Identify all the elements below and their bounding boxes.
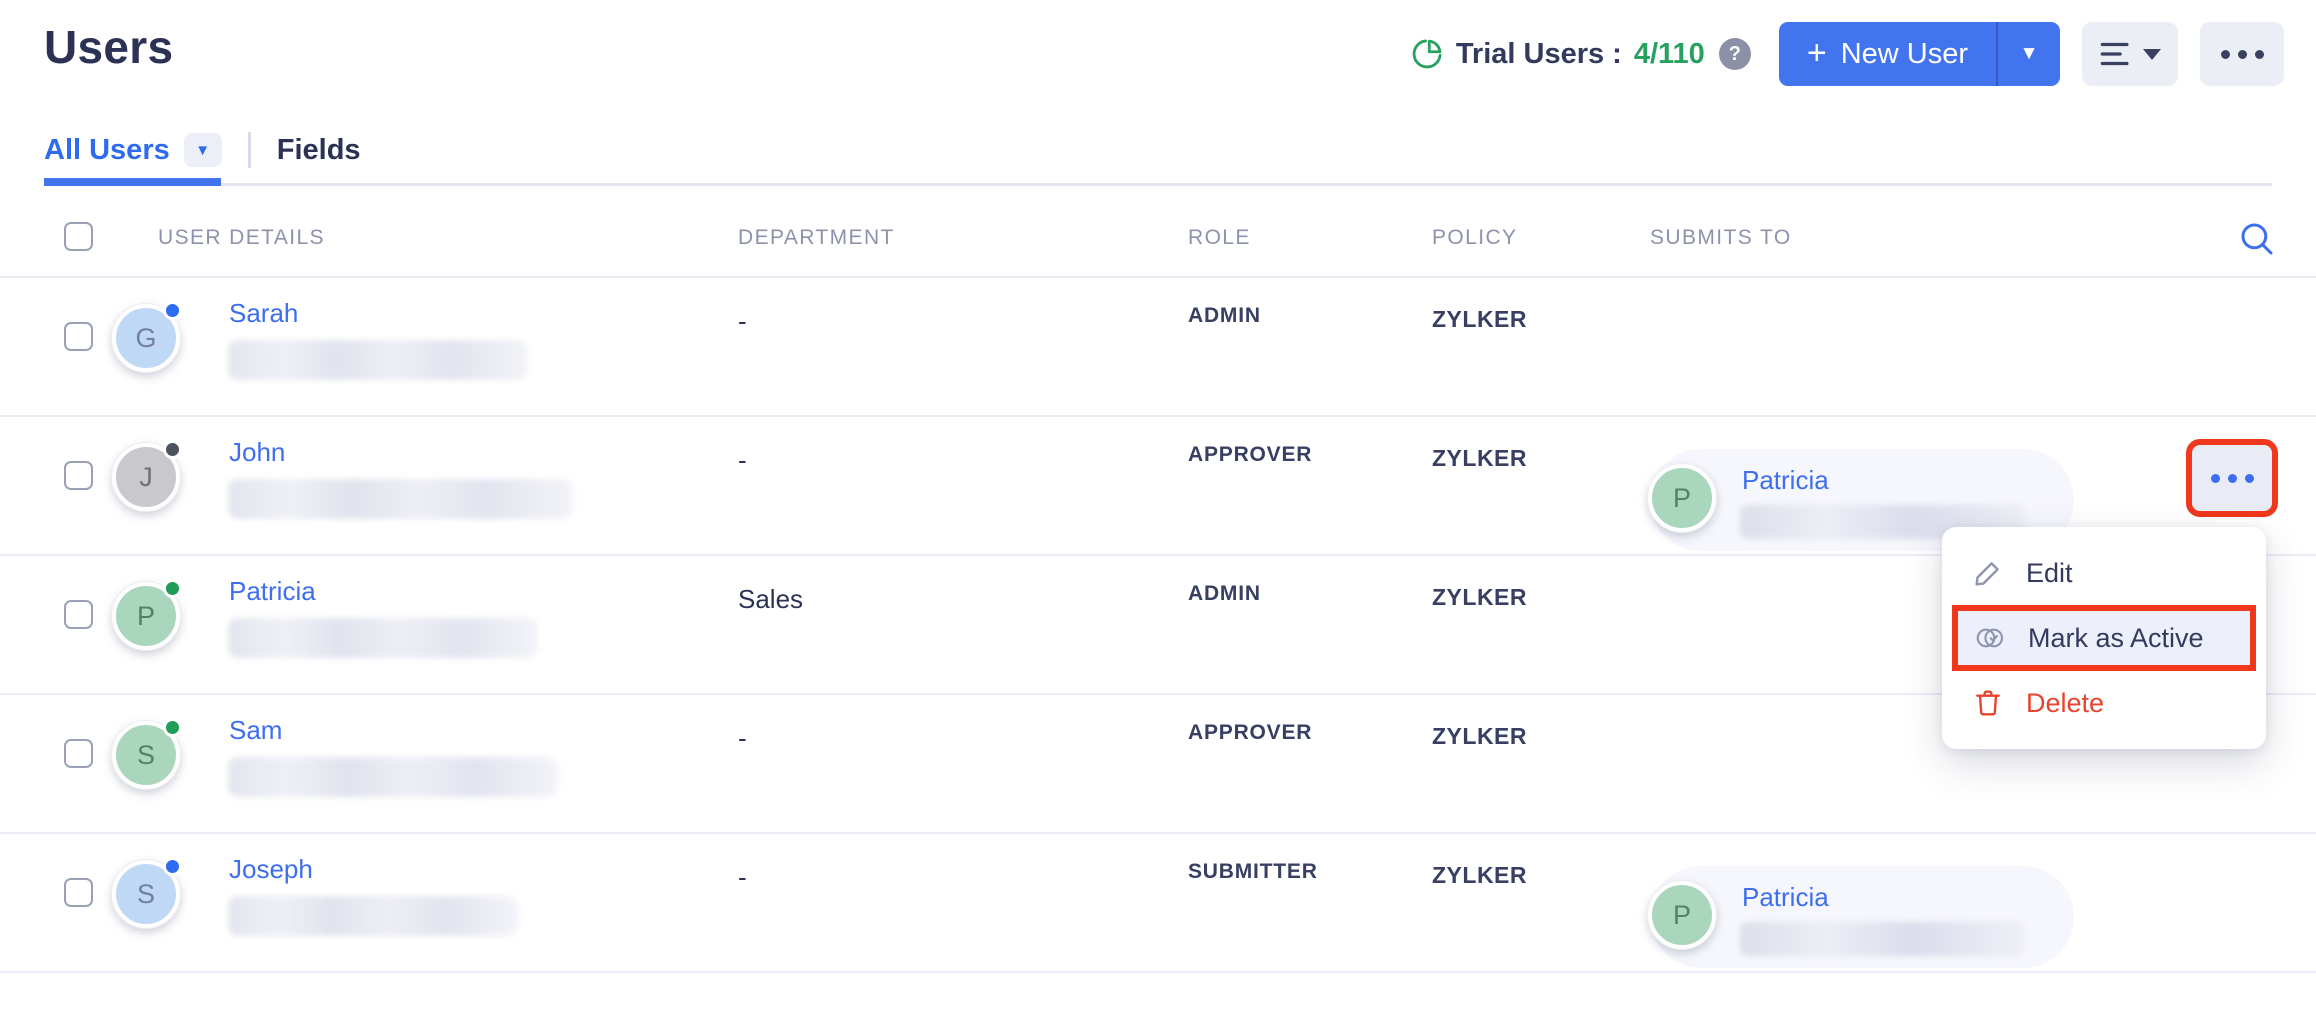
- table-row: S Sam - APPROVER ZYLKER: [0, 695, 2316, 834]
- table-header: USER DETAILS DEPARTMENT ROLE POLICY SUBM…: [0, 196, 2316, 278]
- submits-to-chip: P Patricia: [1648, 866, 2074, 968]
- button-divider: [1996, 22, 1998, 86]
- new-user-caret-button[interactable]: ▼: [1998, 22, 2060, 86]
- delete-menu-item[interactable]: Delete: [1942, 675, 2266, 731]
- tab-all-users[interactable]: All Users: [44, 133, 170, 166]
- avatar: P: [1648, 464, 1716, 532]
- chevron-down-icon: ▼: [195, 141, 211, 159]
- mark-as-active-label: Mark as Active: [2028, 622, 2204, 653]
- policy-cell: ZYLKER: [1432, 862, 1527, 888]
- table-row: P Patricia Sales ADMIN ZYLKER: [0, 556, 2316, 695]
- tab-divider: [247, 132, 251, 168]
- row-checkbox[interactable]: [64, 461, 93, 490]
- edit-menu-item[interactable]: Edit: [1942, 545, 2266, 601]
- pencil-icon: [1975, 562, 1999, 586]
- chevron-down-icon: [2143, 48, 2161, 60]
- status-dot: [163, 579, 182, 598]
- department-cell: -: [738, 445, 747, 475]
- ellipsis-icon: [2220, 49, 2264, 59]
- column-user-details: USER DETAILS: [158, 226, 325, 249]
- tabs-baseline: [44, 183, 2272, 186]
- policy-cell: ZYLKER: [1432, 306, 1527, 332]
- mark-as-active-menu-item[interactable]: Mark as Active: [1958, 611, 2250, 665]
- ellipsis-icon: [2210, 473, 2220, 483]
- department-cell: -: [738, 862, 747, 892]
- status-dot: [163, 857, 182, 876]
- row-checkbox[interactable]: [64, 878, 93, 907]
- trial-users-count: 4/110: [1633, 37, 1705, 70]
- column-department: DEPARTMENT: [738, 226, 895, 249]
- table-row: J John - APPROVER ZYLKER P Patricia: [0, 417, 2316, 556]
- policy-cell: ZYLKER: [1432, 723, 1527, 749]
- column-policy: POLICY: [1432, 226, 1518, 249]
- department-cell: -: [738, 723, 747, 753]
- list-view-button[interactable]: [2082, 22, 2178, 86]
- toggle-check-icon: [1976, 628, 2004, 648]
- new-user-label: New User: [1840, 37, 1968, 70]
- role-cell: APPROVER: [1188, 443, 1313, 466]
- submits-to-name-link[interactable]: Patricia: [1742, 465, 1829, 495]
- row-more-button[interactable]: [2186, 439, 2278, 517]
- row-checkbox[interactable]: [64, 739, 93, 768]
- table-row: G Sarah - ADMIN ZYLKER: [0, 278, 2316, 417]
- role-cell: ADMIN: [1188, 304, 1261, 327]
- avatar: G: [112, 304, 180, 372]
- row-checkbox[interactable]: [64, 600, 93, 629]
- toolbar: Trial Users : 4/110 ? + New User ▼: [1410, 22, 2284, 86]
- list-view-icon: [2100, 42, 2129, 66]
- more-options-button[interactable]: [2200, 22, 2284, 86]
- user-name-link[interactable]: Sam: [229, 715, 283, 745]
- column-role: ROLE: [1188, 226, 1251, 249]
- edit-label: Edit: [2026, 557, 2073, 588]
- active-tab-indicator: [44, 178, 221, 186]
- row-context-menu: Edit Mark as Active Delete: [1942, 527, 2266, 749]
- blurred-email: [1740, 922, 2026, 956]
- avatar: P: [1648, 881, 1716, 949]
- user-name-link[interactable]: Sarah: [229, 298, 299, 328]
- status-dot: [163, 301, 182, 320]
- view-tabs: All Users ▼ Fields: [44, 128, 361, 172]
- highlight-box: Mark as Active: [1952, 605, 2256, 671]
- row-checkbox[interactable]: [64, 322, 93, 351]
- blurred-email: [228, 757, 558, 797]
- user-name-link[interactable]: Joseph: [229, 854, 313, 884]
- column-submits-to: SUBMITS TO: [1650, 226, 1792, 249]
- trial-users-badge: Trial Users : 4/110 ?: [1410, 37, 1751, 71]
- role-cell: APPROVER: [1188, 721, 1313, 744]
- user-name-link[interactable]: Patricia: [229, 576, 316, 606]
- policy-cell: ZYLKER: [1432, 584, 1527, 610]
- user-table-body: G Sarah - ADMIN ZYLKER J John - APPROVER…: [0, 278, 2316, 973]
- user-name-link[interactable]: John: [229, 437, 286, 467]
- policy-cell: ZYLKER: [1432, 445, 1527, 471]
- blurred-email: [228, 479, 573, 519]
- page-title: Users: [44, 21, 174, 73]
- all-users-caret-button[interactable]: ▼: [183, 133, 222, 167]
- blurred-email: [228, 896, 518, 936]
- pie-chart-icon: [1412, 39, 1442, 69]
- blurred-email: [228, 618, 538, 658]
- trash-icon: [1976, 690, 2000, 716]
- role-cell: SUBMITTER: [1188, 860, 1318, 883]
- status-dot: [163, 718, 182, 737]
- department-cell: Sales: [738, 584, 804, 614]
- select-all-checkbox[interactable]: [64, 222, 93, 251]
- search-icon[interactable]: [2236, 218, 2278, 260]
- chevron-down-icon: ▼: [2019, 43, 2039, 64]
- new-user-button[interactable]: + New User: [1779, 22, 1996, 86]
- plus-icon: +: [1806, 33, 1827, 72]
- avatar: J: [112, 443, 180, 511]
- tab-fields[interactable]: Fields: [276, 133, 361, 166]
- delete-label: Delete: [2026, 687, 2105, 718]
- trial-users-label: Trial Users :: [1455, 37, 1622, 70]
- table-row: S Joseph - SUBMITTER ZYLKER P Patricia: [0, 834, 2316, 973]
- status-dot: [163, 440, 182, 459]
- new-user-split-button: + New User ▼: [1778, 22, 2060, 86]
- role-cell: ADMIN: [1188, 582, 1261, 605]
- submits-to-name-link[interactable]: Patricia: [1742, 882, 1829, 912]
- department-cell: -: [738, 306, 747, 336]
- blurred-email: [228, 340, 528, 380]
- help-icon[interactable]: ?: [1718, 38, 1751, 70]
